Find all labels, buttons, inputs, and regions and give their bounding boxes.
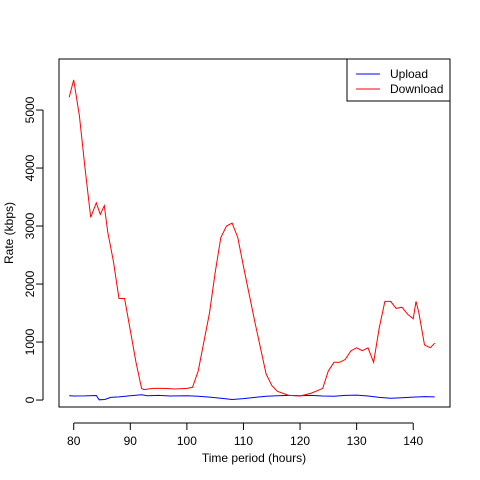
series-line-upload	[69, 394, 435, 401]
y-tick-label: 3000	[23, 212, 37, 239]
series-layer	[68, 79, 436, 401]
y-tick-label: 1000	[23, 328, 37, 355]
x-tick-label: 140	[403, 434, 423, 448]
y-tick-label: 5000	[23, 96, 37, 123]
x-axis: 80 90 100 110 120 130 140	[67, 422, 424, 448]
legend-label-download: Download	[390, 82, 443, 96]
plot-frame	[58, 58, 451, 408]
x-tick-label: 90	[124, 434, 138, 448]
y-axis-title: Rate (kbps)	[2, 202, 16, 264]
x-tick-label: 100	[177, 434, 197, 448]
x-tick-label: 80	[67, 434, 81, 448]
y-tick-label: 0	[23, 396, 37, 403]
x-tick-label: 130	[347, 434, 367, 448]
y-tick-label: 2000	[23, 270, 37, 297]
x-tick-label: 120	[290, 434, 310, 448]
y-tick-label: 4000	[23, 154, 37, 181]
legend-box	[346, 58, 451, 102]
x-tick-label: 110	[234, 434, 253, 448]
x-axis-title: Time period (hours)	[202, 451, 306, 465]
y-axis: 0 1000 2000 3000 4000 5000	[23, 96, 44, 403]
series-line-download	[68, 79, 436, 397]
legend-label-upload: Upload	[390, 67, 428, 81]
